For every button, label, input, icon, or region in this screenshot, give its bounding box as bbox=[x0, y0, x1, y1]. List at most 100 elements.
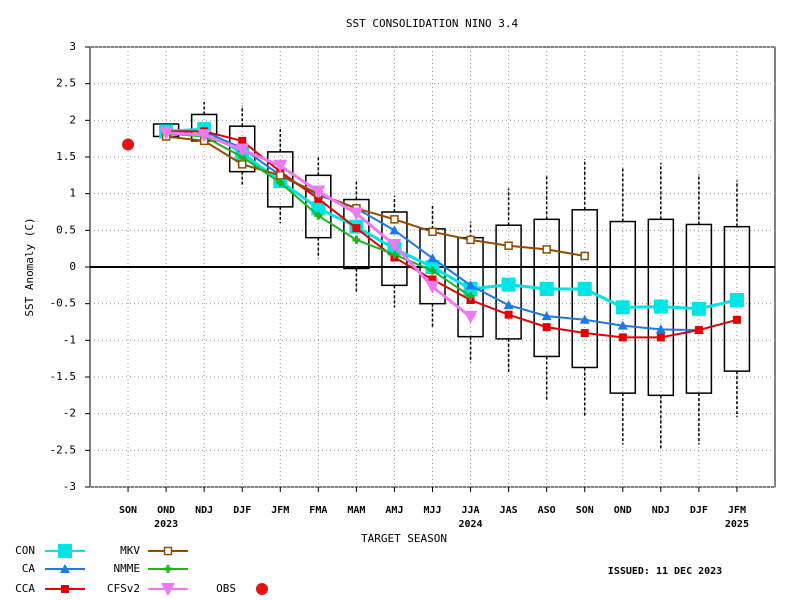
y-tick-label: -0.5 bbox=[50, 297, 77, 310]
data-point bbox=[504, 241, 513, 250]
series-line bbox=[166, 131, 472, 319]
data-point bbox=[503, 300, 514, 310]
x-tick-label: JFM bbox=[728, 505, 746, 516]
legend-label: CFSv2 bbox=[107, 582, 140, 595]
data-point bbox=[235, 143, 250, 157]
x-tick-label: ASO bbox=[538, 505, 556, 516]
x-tick-label: NDJ bbox=[195, 505, 213, 516]
legend-label: MKV bbox=[120, 544, 140, 557]
data-point bbox=[539, 282, 554, 296]
x-tick-label: AMJ bbox=[385, 505, 403, 516]
data-point bbox=[349, 207, 364, 221]
data-point bbox=[352, 224, 361, 233]
y-tick-label: 3 bbox=[69, 40, 76, 53]
data-point bbox=[541, 311, 552, 321]
y-tick-label: -1.5 bbox=[50, 370, 77, 383]
data-point bbox=[314, 194, 323, 203]
x-tick-label: DJF bbox=[690, 505, 708, 516]
data-point bbox=[691, 301, 706, 316]
data-point bbox=[159, 126, 174, 140]
legend-marker bbox=[164, 565, 172, 573]
data-point bbox=[122, 138, 135, 151]
legend-marker bbox=[61, 585, 69, 593]
legend-marker bbox=[58, 544, 72, 558]
box bbox=[305, 174, 332, 239]
legend-label: CCA bbox=[15, 582, 35, 595]
x-tick-label: FMA bbox=[309, 505, 327, 516]
x-tick-label: OND bbox=[157, 505, 175, 516]
box bbox=[495, 224, 522, 340]
x-tick-label: SON bbox=[119, 505, 137, 516]
legend-label: CA bbox=[22, 562, 36, 575]
legend-label: CON bbox=[15, 544, 35, 557]
data-point bbox=[577, 282, 592, 296]
y-tick-label: 0.5 bbox=[56, 223, 76, 236]
data-point bbox=[428, 275, 437, 284]
x-tick-label: NDJ bbox=[652, 505, 670, 516]
year-label: 2024 bbox=[459, 519, 483, 530]
data-point bbox=[656, 333, 665, 342]
data-point bbox=[655, 324, 666, 334]
y-axis-label: SST Anomaly (C) bbox=[23, 217, 36, 316]
x-tick-label: JFM bbox=[271, 505, 289, 516]
legend-marker bbox=[256, 583, 268, 595]
data-point bbox=[237, 160, 247, 169]
data-point bbox=[465, 280, 476, 290]
x-axis-label: TARGET SEASON bbox=[361, 532, 447, 545]
x-tick-label: JAS bbox=[500, 505, 518, 516]
x-tick-label: SON bbox=[576, 505, 594, 516]
data-point bbox=[466, 235, 475, 245]
legend-marker bbox=[60, 564, 70, 573]
legend-label: NMME bbox=[114, 562, 141, 575]
data-point bbox=[729, 293, 744, 307]
data-point bbox=[542, 245, 551, 254]
data-point bbox=[428, 227, 437, 237]
data-point bbox=[466, 292, 475, 301]
series-line bbox=[166, 127, 738, 311]
x-tick-label: OND bbox=[614, 505, 632, 516]
data-point bbox=[580, 251, 589, 261]
data-point bbox=[389, 225, 400, 235]
x-tick-label: MAM bbox=[347, 505, 365, 516]
data-point bbox=[615, 300, 630, 315]
x-tick-label: MJJ bbox=[423, 505, 441, 516]
data-point bbox=[428, 266, 437, 275]
data-point bbox=[197, 129, 212, 142]
legend-marker bbox=[163, 546, 173, 556]
box bbox=[723, 225, 751, 372]
legend-label: OBS bbox=[216, 582, 236, 595]
data-point bbox=[580, 329, 589, 337]
data-point bbox=[463, 310, 478, 324]
data-point bbox=[694, 326, 703, 335]
data-point bbox=[501, 277, 516, 292]
year-label: 2025 bbox=[725, 519, 749, 530]
data-point bbox=[579, 314, 590, 324]
data-point bbox=[732, 315, 741, 324]
data-point bbox=[238, 136, 247, 145]
data-point bbox=[542, 323, 551, 332]
y-tick-label: -2 bbox=[63, 407, 76, 420]
data-point bbox=[425, 280, 440, 294]
data-point bbox=[352, 235, 361, 244]
y-tick-label: 2.5 bbox=[56, 77, 76, 90]
data-point bbox=[618, 333, 627, 342]
y-tick-label: -2.5 bbox=[50, 443, 77, 456]
data-point bbox=[504, 310, 513, 319]
y-tick-label: 2 bbox=[69, 113, 76, 126]
data-point bbox=[276, 178, 285, 187]
data-point bbox=[273, 159, 288, 173]
issued-note: ISSUED: 11 DEC 2023 bbox=[608, 566, 722, 577]
data-point bbox=[314, 211, 323, 220]
data-point bbox=[390, 215, 399, 224]
data-point bbox=[653, 299, 668, 314]
data-point bbox=[311, 185, 326, 199]
y-tick-label: 1 bbox=[69, 187, 76, 200]
chart-title: SST CONSOLIDATION NINO 3.4 bbox=[346, 17, 519, 30]
year-label: 2023 bbox=[154, 519, 178, 530]
data-point bbox=[387, 239, 402, 252]
series-line bbox=[165, 135, 585, 257]
legend-marker bbox=[161, 583, 175, 596]
y-tick-label: 1.5 bbox=[56, 150, 76, 163]
box bbox=[228, 125, 256, 173]
